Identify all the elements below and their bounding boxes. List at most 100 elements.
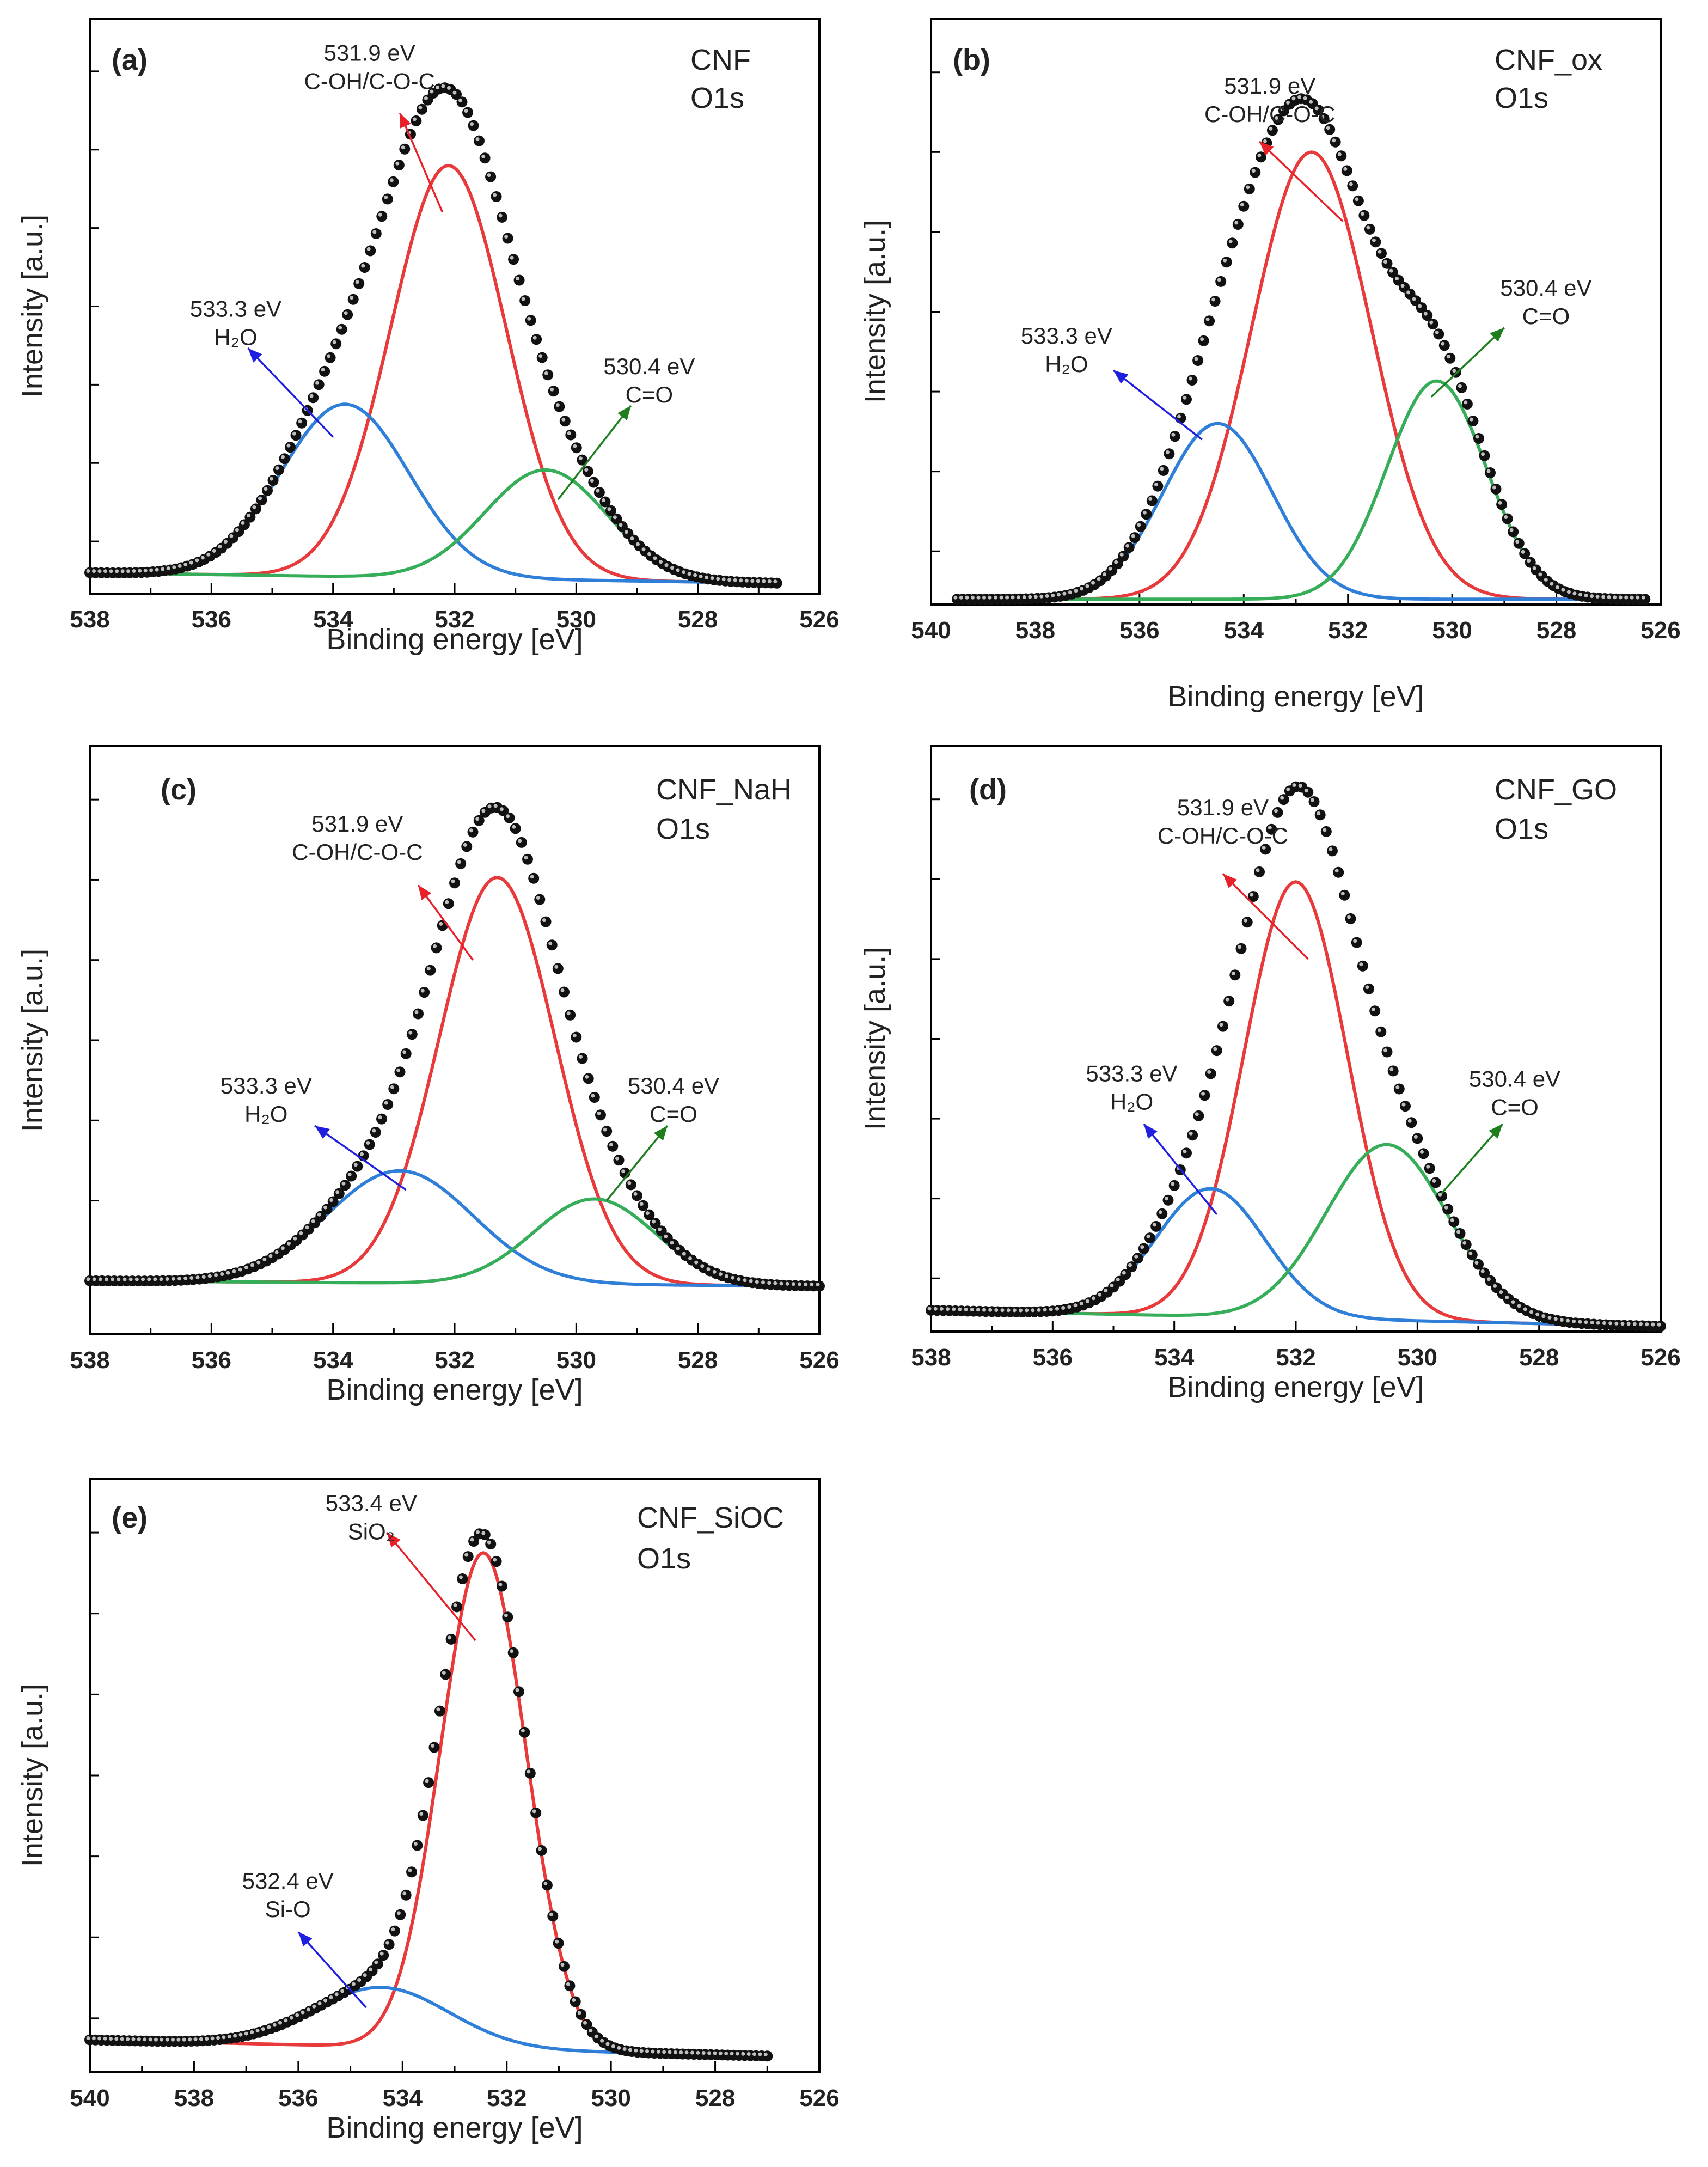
data-point <box>1158 465 1169 476</box>
data-point <box>814 1280 825 1292</box>
data-point-highlight <box>633 1192 638 1196</box>
data-point <box>762 2050 773 2062</box>
annotation-arrowhead <box>400 113 411 129</box>
panel-a: (a) CNF O1s Binding energy [eV] Intensit… <box>16 18 840 656</box>
data-point-highlight <box>1005 595 1009 600</box>
data-point-highlight <box>1022 595 1026 599</box>
annotation-energy: 533.3 eV <box>221 1073 312 1098</box>
annotation-arrowhead <box>1490 327 1504 342</box>
data-point-highlight <box>189 1276 194 1280</box>
data-point <box>319 365 330 377</box>
data-point-highlight <box>1238 945 1241 949</box>
data-point-highlight <box>611 2044 615 2048</box>
data-point-highlight <box>120 569 125 573</box>
data-point-highlight <box>699 574 703 578</box>
data-point <box>455 858 467 869</box>
x-axis-title: Binding energy [eV] <box>1167 680 1424 713</box>
data-point-highlight <box>762 579 766 583</box>
sample-label: CNF <box>690 44 751 76</box>
data-point <box>419 987 430 998</box>
data-point-highlight <box>1119 552 1124 557</box>
data-point-highlight <box>530 875 534 879</box>
data-point-highlight <box>1620 1322 1625 1326</box>
data-point-highlight <box>143 569 148 573</box>
data-point <box>1135 521 1146 532</box>
data-point-highlight <box>521 297 525 301</box>
annotation-energy: 533.3 eV <box>1021 323 1112 349</box>
data-point-highlight <box>402 1050 407 1054</box>
data-point-highlight <box>953 595 958 600</box>
data-point-highlight <box>212 548 216 553</box>
data-point <box>502 1611 513 1623</box>
data-point-highlight <box>705 575 709 579</box>
data-point-highlight <box>161 567 165 571</box>
data-point <box>383 1939 395 1950</box>
data-point <box>457 1573 468 1584</box>
data-point-highlight <box>172 565 176 570</box>
data-point-highlight <box>744 578 749 583</box>
data-point-highlight <box>262 1258 267 1261</box>
data-point-highlight <box>329 1198 334 1202</box>
data-point-highlight <box>927 1307 932 1311</box>
data-point <box>347 294 359 305</box>
data-point-highlight <box>1613 595 1617 600</box>
data-point-highlight <box>1171 1182 1175 1186</box>
data-point <box>1308 796 1320 807</box>
data-point-highlight <box>976 595 981 600</box>
data-point-highlight <box>1177 414 1181 419</box>
data-point-highlight <box>1480 1269 1485 1273</box>
data-point-highlight <box>183 563 188 566</box>
data-point-highlight <box>1028 595 1032 599</box>
data-point-highlight <box>458 98 462 102</box>
data-point-highlight <box>344 311 348 315</box>
data-point-highlight <box>374 1960 378 1964</box>
data-point-highlight <box>1116 1278 1120 1282</box>
data-point-highlight <box>670 566 675 570</box>
data-point-highlight <box>295 2013 299 2017</box>
data-point-highlight <box>412 117 417 121</box>
data-point-highlight <box>1314 106 1319 111</box>
data-point-highlight <box>679 2050 683 2054</box>
data-point-highlight <box>481 154 486 158</box>
data-point-highlight <box>1280 796 1284 800</box>
data-point-highlight <box>305 1225 309 1230</box>
data-point-highlight <box>1045 594 1049 598</box>
data-point <box>504 812 515 823</box>
data-point-highlight <box>470 1537 474 1542</box>
data-point-highlight <box>716 577 720 581</box>
data-point-highlight <box>1154 483 1158 487</box>
data-point <box>440 1669 451 1680</box>
data-point-highlight <box>653 556 657 560</box>
data-point-highlight <box>1538 572 1542 577</box>
data-point-highlight <box>103 2036 107 2041</box>
annotation-arrowhead <box>1143 1124 1158 1139</box>
data-point-highlight <box>1292 783 1296 788</box>
data-point-highlight <box>126 569 131 573</box>
data-point-highlight <box>1426 1164 1430 1169</box>
data-point <box>462 1551 474 1562</box>
annotation-energy: 531.9 eV <box>1224 73 1315 99</box>
data-point-highlight <box>463 843 467 847</box>
data-point-highlight <box>1291 96 1296 101</box>
data-point-highlight <box>1360 212 1364 216</box>
data-point-highlight <box>338 326 342 330</box>
x-tick-label: 526 <box>799 2085 839 2111</box>
data-point <box>582 466 593 477</box>
data-point-highlight <box>1492 485 1496 490</box>
data-point <box>559 1961 570 1972</box>
data-point-highlight <box>1499 1290 1503 1295</box>
annotation-arrowhead <box>248 348 262 363</box>
data-point-highlight <box>287 1241 291 1246</box>
data-point <box>364 1139 375 1150</box>
data-point <box>525 315 536 326</box>
data-point <box>1187 1130 1198 1141</box>
data-point-highlight <box>92 569 96 573</box>
data-point-highlight <box>710 576 714 581</box>
data-point-highlight <box>384 1101 388 1105</box>
data-point-highlight <box>1553 1317 1558 1321</box>
data-point <box>411 115 422 126</box>
data-point-highlight <box>86 1277 90 1281</box>
data-point-highlight <box>746 2052 751 2056</box>
x-tick-label: 540 <box>70 2085 109 2111</box>
data-point-highlight <box>1412 297 1416 301</box>
